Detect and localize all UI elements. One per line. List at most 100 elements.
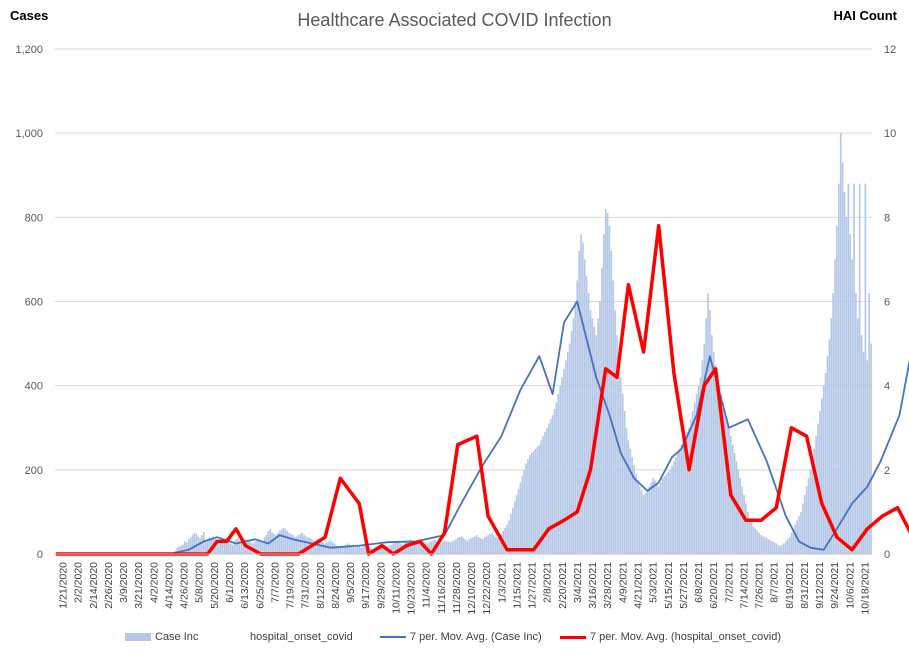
case-inc-bar (826, 356, 829, 554)
case-inc-bar (271, 532, 273, 554)
case-inc-bar (712, 352, 715, 554)
case-inc-bar (521, 476, 524, 554)
case-inc-bar (337, 546, 340, 554)
case-inc-bar (709, 309, 711, 554)
case-inc-bar (580, 234, 582, 554)
case-inc-bar (464, 539, 467, 554)
case-inc-bar (667, 471, 670, 554)
case-inc-bar (830, 318, 833, 554)
case-inc-bar (862, 352, 865, 554)
case-inc-bar (661, 478, 664, 554)
case-inc-bar (559, 385, 561, 554)
x-tick-label: 2/2/2020 (73, 562, 85, 603)
x-tick-label: 12/22/2020 (481, 562, 493, 615)
case-inc-bar (419, 541, 421, 554)
case-inc-bar (242, 541, 245, 554)
case-inc-bar (701, 360, 704, 554)
case-inc-bar (815, 436, 817, 554)
case-inc-bar (320, 541, 323, 554)
case-inc-bar (417, 542, 419, 554)
x-tick-label: 2/20/2021 (557, 562, 569, 609)
x-tick-label: 12/10/2020 (466, 562, 478, 615)
case-inc-bar (752, 526, 755, 554)
case-inc-bar (538, 444, 541, 554)
x-tick-label: 3/16/2021 (587, 562, 599, 609)
case-inc-bar (312, 540, 315, 554)
x-tick-label: 4/21/2021 (633, 562, 645, 609)
case-inc-bar (527, 459, 529, 554)
case-inc-bar (591, 318, 594, 554)
chart-legend: Case Inc hospital_onset_covid 7 per. Mov… (0, 631, 909, 649)
case-inc-bar (256, 540, 258, 554)
legend-label: Case Inc (155, 631, 199, 643)
x-tick-label: 6/13/2020 (239, 562, 251, 609)
case-inc-bar (235, 539, 237, 554)
legend-swatch-line (560, 635, 586, 639)
case-inc-bar (176, 547, 179, 554)
case-inc-bar (584, 259, 586, 554)
case-inc-bar (832, 293, 834, 554)
case-inc-bar (303, 535, 306, 554)
case-inc-bar (608, 225, 611, 554)
case-inc-bar (485, 536, 488, 554)
case-inc-bar (182, 544, 184, 554)
case-inc-bar (443, 541, 446, 554)
case-inc-bar (597, 318, 599, 554)
x-tick-label: 9/29/2020 (375, 562, 387, 609)
case-inc-bar (316, 539, 319, 554)
case-inc-bar (221, 540, 224, 554)
x-tick-label: 6/20/2021 (708, 562, 720, 609)
case-inc-bar (553, 408, 556, 554)
case-inc-bar (428, 542, 431, 554)
case-inc-bar (692, 410, 694, 554)
case-inc-bar (858, 183, 861, 554)
x-tick-label: 2/8/2021 (542, 562, 554, 603)
case-inc-bar (783, 543, 785, 554)
x-tick-label: 6/1/2020 (224, 562, 236, 603)
case-inc-bar (669, 469, 671, 554)
x-tick-label: 8/31/2021 (799, 562, 811, 609)
case-inc-bar (511, 507, 514, 554)
case-inc-bar (288, 532, 290, 554)
case-inc-bar (381, 543, 383, 554)
case-inc-bar (259, 542, 262, 554)
x-tick-label: 3/28/2021 (602, 562, 614, 609)
case-inc-bar (737, 469, 740, 554)
y-tick-label: 1,000 (15, 128, 43, 140)
case-inc-bar (470, 538, 472, 554)
case-inc-bar (724, 410, 726, 554)
case-inc-bar (489, 533, 491, 554)
case-inc-bar (777, 544, 779, 554)
y-tick-label: 800 (25, 212, 43, 224)
legend-item-hai-avg: 7 per. Mov. Avg. (hospital_onset_covid) (560, 631, 781, 643)
case-inc-bar (185, 542, 188, 554)
case-inc-bar (432, 540, 434, 554)
y2-tick-label: 6 (884, 297, 890, 309)
case-inc-bar (551, 415, 554, 554)
case-inc-bar (284, 528, 287, 554)
case-inc-bar (602, 234, 605, 554)
case-inc-bar (775, 543, 778, 554)
case-inc-bar (468, 539, 470, 554)
x-tick-label: 7/26/2021 (754, 562, 766, 609)
case-inc-bar (510, 514, 512, 554)
y2-tick-label: 8 (884, 212, 890, 224)
case-inc-bar (747, 511, 749, 554)
case-inc-bar (798, 516, 800, 554)
case-inc-bar (237, 538, 239, 554)
case-inc-bar (305, 536, 307, 554)
case-inc-bar (853, 183, 855, 554)
case-inc-bar (769, 540, 772, 554)
legend-swatch-bar (125, 633, 151, 641)
x-tick-label: 5/27/2021 (678, 562, 690, 609)
case-inc-bar (676, 453, 679, 554)
case-inc-bar (335, 545, 338, 554)
case-inc-bar (722, 402, 725, 554)
case-inc-bar (640, 490, 643, 554)
case-inc-bar (525, 463, 527, 554)
case-inc-bar (646, 490, 649, 554)
case-inc-bar (532, 450, 535, 554)
case-inc-bar (358, 545, 361, 554)
case-inc-bar (216, 541, 218, 554)
case-inc-bar (606, 213, 609, 554)
